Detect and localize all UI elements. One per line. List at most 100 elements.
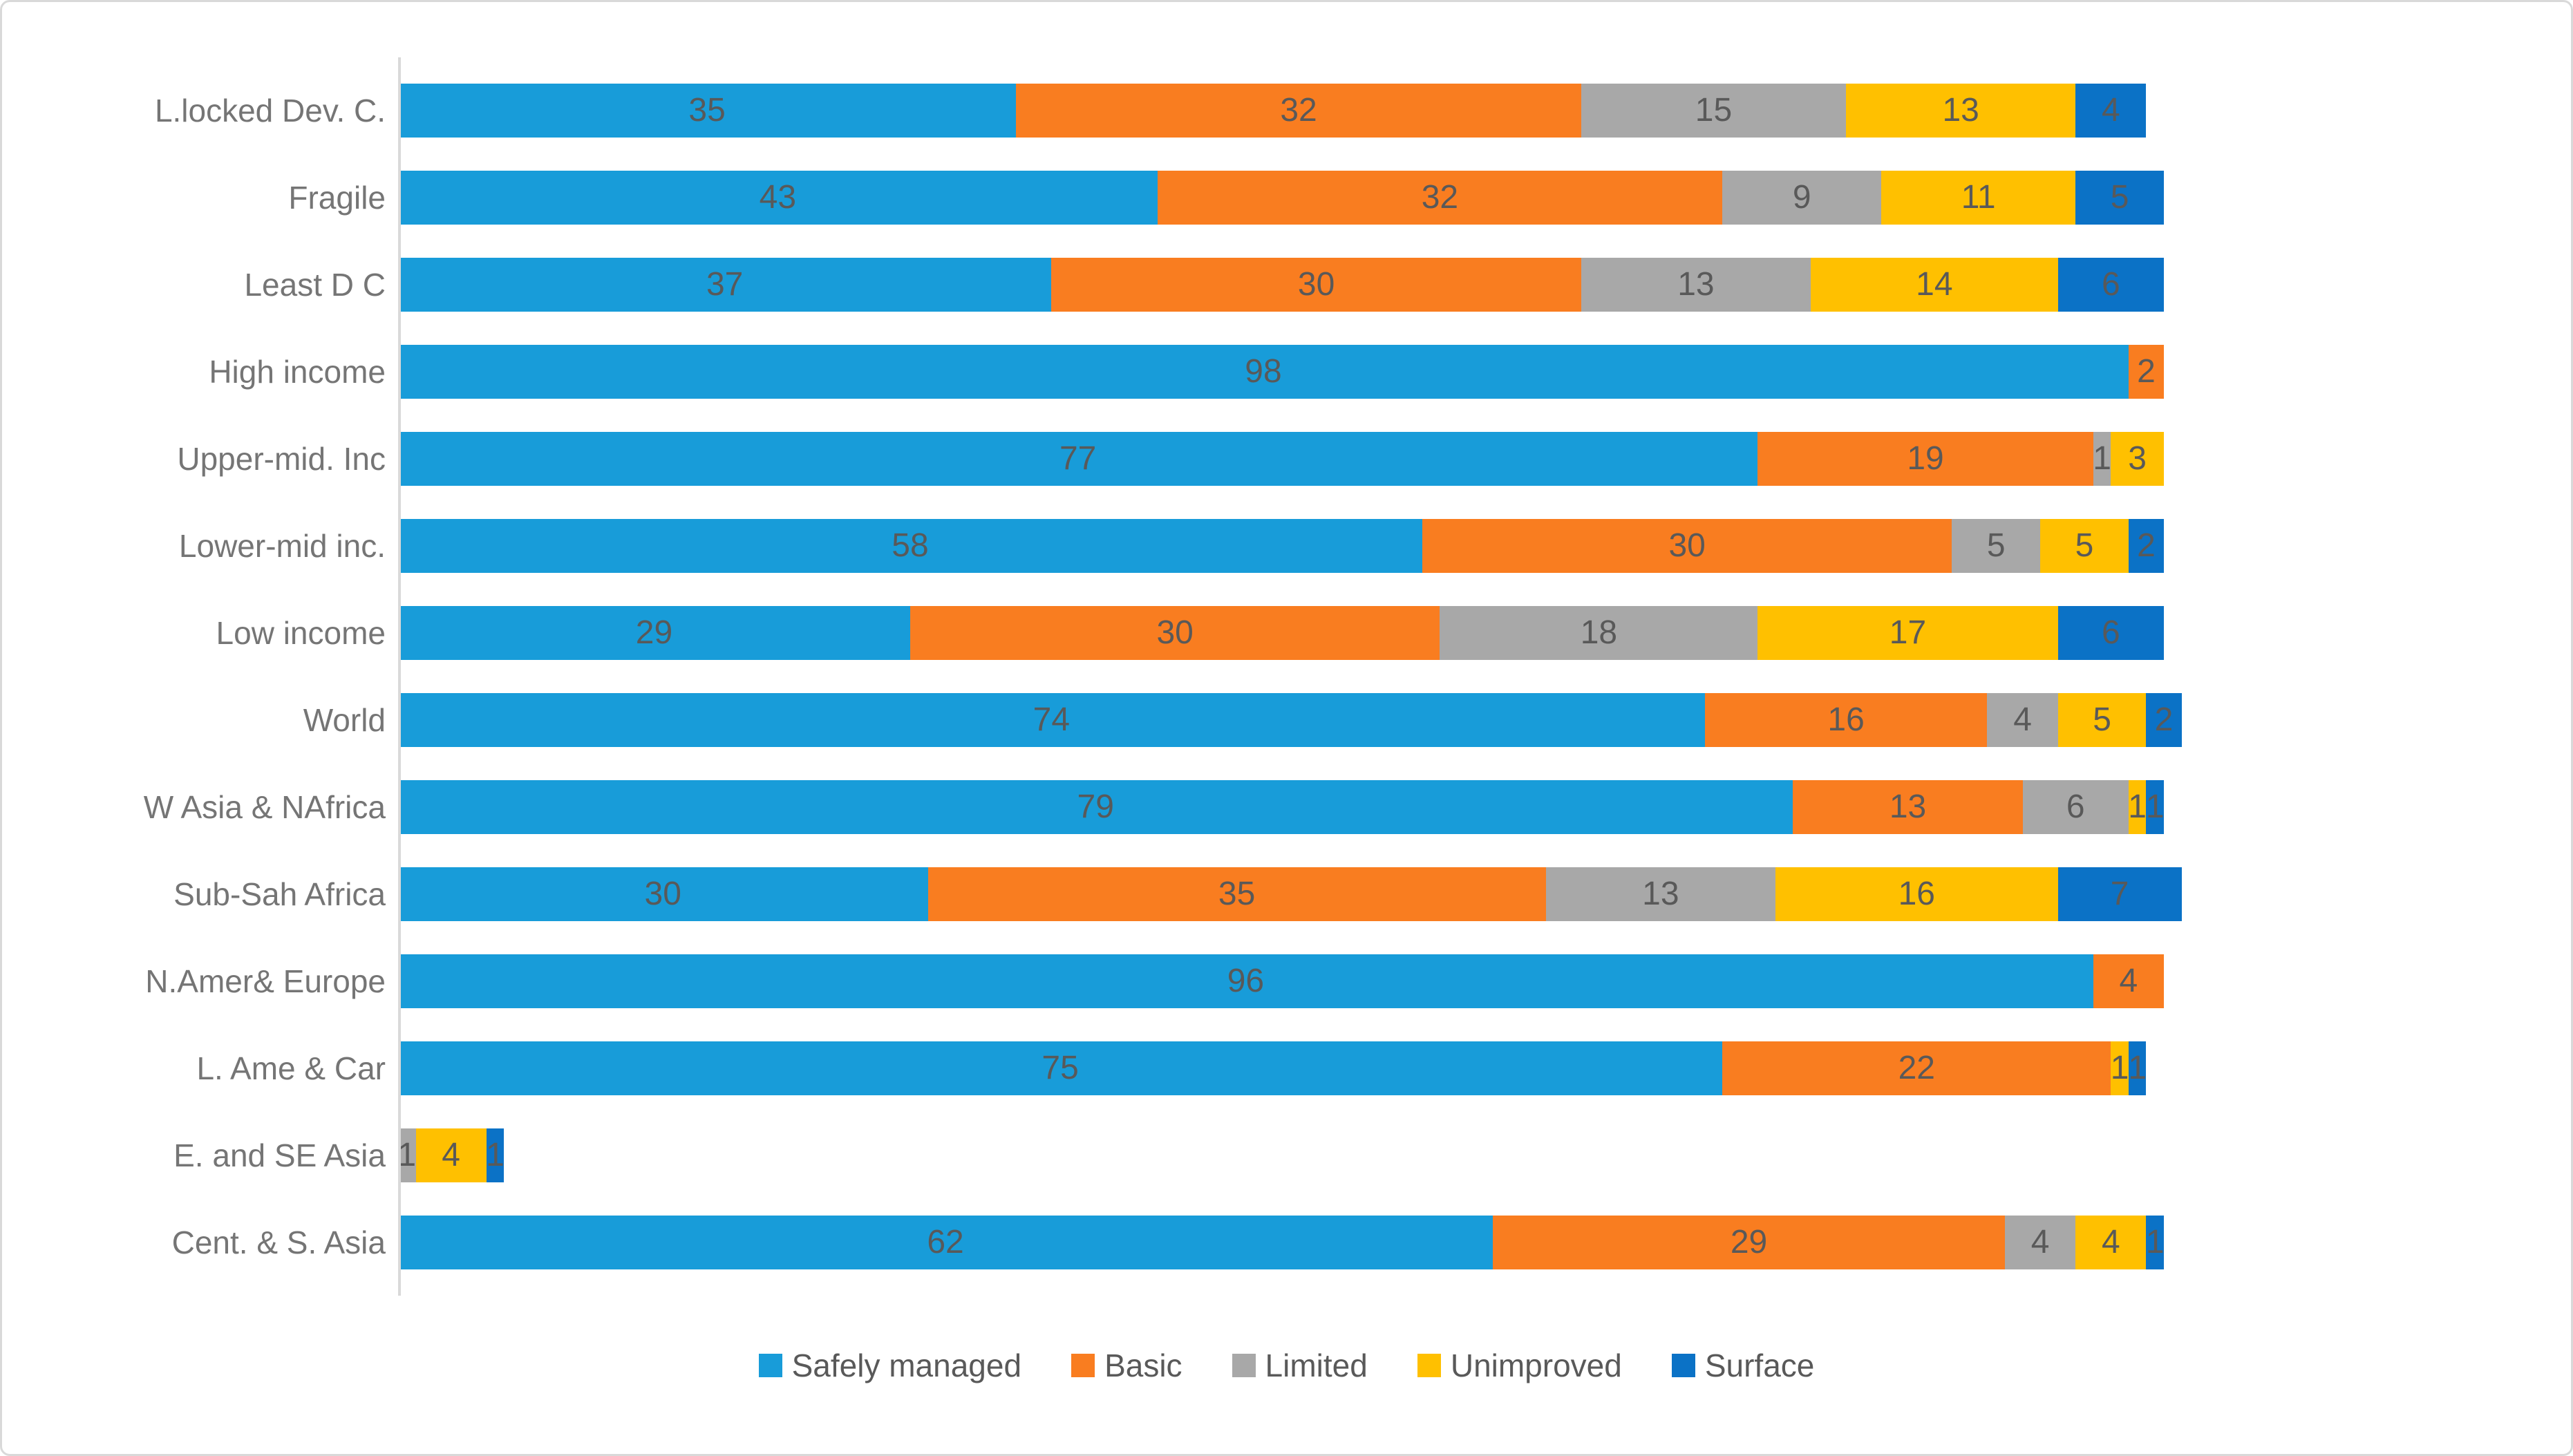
category-label: Upper-mid. Inc <box>177 441 386 477</box>
legend-label: Safely managed <box>791 1348 1022 1383</box>
category-label: Sub-Sah Africa <box>173 876 386 912</box>
legend-swatch-icon <box>1071 1354 1095 1377</box>
bar-segment-basic: 30 <box>909 606 1440 660</box>
value-label: 5 <box>2093 701 2111 738</box>
bar-segment-limited: 15 <box>1581 84 1847 138</box>
value-label: 6 <box>2101 614 2120 651</box>
bar-segment-limited: 18 <box>1440 606 1758 660</box>
value-label: 1 <box>2128 1050 2147 1086</box>
value-label: 13 <box>1889 788 1927 825</box>
value-label: 6 <box>2101 266 2120 303</box>
bar-segment-basic: 19 <box>1757 432 2093 486</box>
category-label: N.Amer& Europe <box>145 963 386 999</box>
bar-segment-basic: 29 <box>1493 1216 2006 1269</box>
category-label: Least D C <box>244 267 386 303</box>
bar-row: Least D C 37 30 13 14 6 <box>2 241 2571 328</box>
legend-item-surface: Surface <box>1671 1347 1815 1384</box>
value-label: 37 <box>706 266 744 303</box>
legend-swatch-icon <box>758 1354 782 1377</box>
value-label: 5 <box>2110 179 2129 216</box>
value-label: 4 <box>2101 92 2120 129</box>
value-label: 32 <box>1280 92 1317 129</box>
bar-track: 75 22 1 1 <box>398 1041 2147 1095</box>
bar-segment-surface: 7 <box>2057 867 2182 921</box>
bar-segment-safely-managed: 74 <box>398 693 1705 747</box>
value-label: 1 <box>2110 1050 2129 1086</box>
bar-segment-surface: 6 <box>2057 258 2164 312</box>
bar-row: L. Ame & Car 75 22 1 1 <box>2 1025 2571 1112</box>
value-label: 18 <box>1580 614 1618 651</box>
bar-track: 98 2 <box>398 345 2164 399</box>
value-label: 9 <box>1792 179 1811 216</box>
bar-row: L.locked Dev. C. 35 32 15 13 4 <box>2 67 2571 154</box>
value-label: 1 <box>486 1137 505 1173</box>
bar-segment-surface: 1 <box>486 1128 505 1182</box>
bar-segment-basic: 13 <box>1793 780 2023 834</box>
bar-segment-limited: 9 <box>1722 171 1882 225</box>
value-label: 15 <box>1695 92 1733 129</box>
bar-track: 62 29 4 4 1 <box>398 1216 2165 1269</box>
value-label: 43 <box>759 179 797 216</box>
category-label: Cent. & S. Asia <box>171 1225 386 1260</box>
value-label: 14 <box>1916 266 1953 303</box>
category-label: High income <box>209 354 386 390</box>
bar-segment-safely-managed: 35 <box>398 84 1017 138</box>
bar-row: Upper-mid. Inc 77 19 1 3 <box>2 415 2571 502</box>
value-label: 7 <box>2110 876 2129 912</box>
value-label: 77 <box>1059 440 1097 477</box>
value-label: 4 <box>2030 1224 2050 1260</box>
legend-swatch-icon <box>1417 1354 1441 1377</box>
bar-segment-safely-managed: 96 <box>398 954 2093 1008</box>
category-label: Lower-mid inc. <box>178 528 386 564</box>
bar-segment-unimproved: 3 <box>2111 432 2164 486</box>
bar-segment-limited: 4 <box>2005 1216 2076 1269</box>
bar-segment-limited: 13 <box>1545 867 1775 921</box>
bar-segment-limited: 5 <box>1952 519 2041 573</box>
bar-segment-safely-managed: 58 <box>398 519 1422 573</box>
value-label: 58 <box>892 527 929 564</box>
value-label: 13 <box>1642 876 1679 912</box>
value-label: 2 <box>2137 353 2156 390</box>
legend-label: Basic <box>1104 1348 1182 1383</box>
category-label: Fragile <box>288 180 386 216</box>
value-label: 35 <box>688 92 726 129</box>
bar-segment-basic: 32 <box>1157 171 1723 225</box>
bar-segment-safely-managed: 62 <box>398 1216 1493 1269</box>
bar-segment-surface: 1 <box>2146 780 2165 834</box>
value-label: 98 <box>1245 353 1282 390</box>
bar-segment-basic: 35 <box>927 867 1546 921</box>
bar-segment-unimproved: 13 <box>1846 84 2076 138</box>
bar-track: 58 30 5 5 2 <box>398 519 2164 573</box>
bar-segment-safely-managed: 43 <box>398 171 1158 225</box>
value-label: 16 <box>1827 701 1865 738</box>
legend-item-basic: Basic <box>1071 1347 1182 1384</box>
bar-segment-surface: 6 <box>2057 606 2164 660</box>
bar-row: Lower-mid inc. 58 30 5 5 2 <box>2 502 2571 589</box>
category-label: W Asia & NAfrica <box>143 789 386 825</box>
bar-track: 30 35 13 16 7 <box>398 867 2182 921</box>
legend-label: Surface <box>1704 1348 1815 1383</box>
value-label: 2 <box>2137 527 2156 564</box>
bar-segment-unimproved: 14 <box>1810 258 2058 312</box>
bar-track: 43 32 9 11 5 <box>398 171 2164 225</box>
y-axis-line <box>398 57 401 1296</box>
bar-track: 29 30 18 17 6 <box>398 606 2164 660</box>
value-label: 19 <box>1907 440 1944 477</box>
bar-row: Fragile 43 32 9 11 5 <box>2 154 2571 241</box>
bar-segment-unimproved: 16 <box>1775 867 2058 921</box>
bar-segment-unimproved: 5 <box>2057 693 2147 747</box>
bar-track: 35 32 15 13 4 <box>398 84 2147 138</box>
bar-segment-unimproved: 4 <box>2075 1216 2147 1269</box>
value-label: 6 <box>2066 788 2085 825</box>
bar-segment-basic: 4 <box>2093 954 2164 1008</box>
value-label: 62 <box>927 1224 964 1260</box>
value-label: 96 <box>1227 963 1265 999</box>
bar-segment-safely-managed: 79 <box>398 780 1793 834</box>
bar-segment-basic: 16 <box>1704 693 1988 747</box>
legend-label: Limited <box>1265 1348 1368 1383</box>
value-label: 29 <box>635 614 673 651</box>
bar-track: 74 16 4 5 2 <box>398 693 2182 747</box>
value-label: 4 <box>442 1137 460 1173</box>
value-label: 4 <box>2013 701 2032 738</box>
